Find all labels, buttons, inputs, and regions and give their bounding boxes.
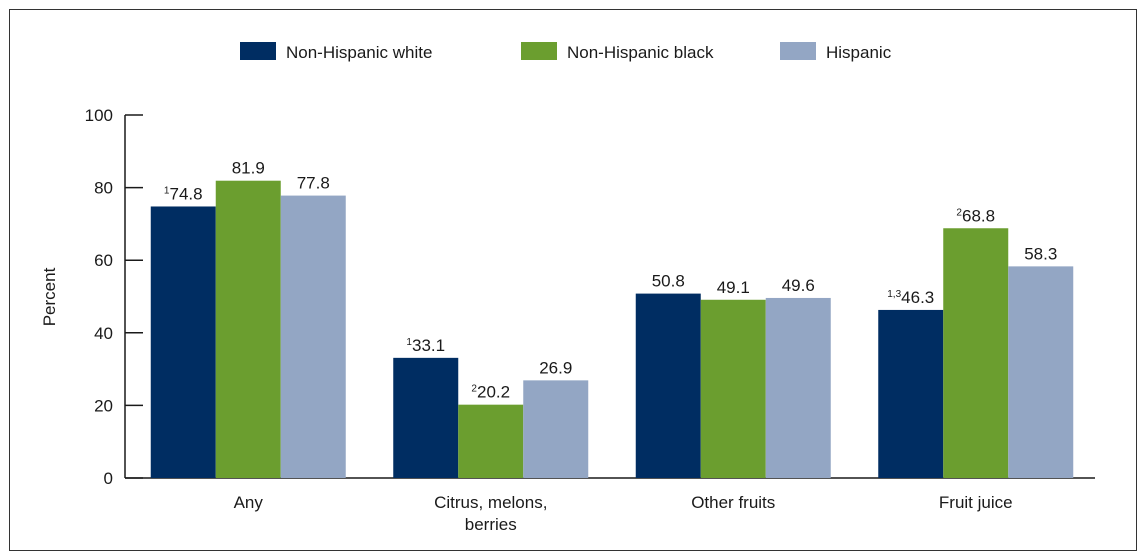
data-label: 49.6 [782, 276, 815, 295]
category-label: Fruit juice [939, 493, 1013, 512]
data-label-value: 81.9 [232, 159, 265, 178]
data-label: 220.2 [471, 383, 510, 402]
data-labels: 174.8133.150.81,346.381.9220.249.1268.87… [164, 159, 1057, 402]
bar [878, 309, 944, 478]
data-label: 174.8 [164, 184, 203, 203]
data-label: 1,346.3 [887, 288, 934, 307]
legend-label: Hispanic [826, 43, 892, 62]
bar [943, 228, 1009, 478]
bar [765, 297, 831, 478]
y-tick-label: 20 [94, 396, 113, 415]
y-tick-label: 80 [94, 179, 113, 198]
legend-swatch [240, 42, 276, 60]
bar [700, 299, 766, 478]
bar [523, 380, 589, 478]
data-label-superscript: 1,3 [887, 289, 901, 300]
bar [635, 293, 701, 478]
data-label-value: 20.2 [477, 383, 510, 402]
category-label: Any [234, 493, 264, 512]
data-label-value: 58.3 [1024, 244, 1057, 263]
bar [393, 357, 459, 478]
data-label-value: 46.3 [901, 288, 934, 307]
data-label-value: 74.8 [169, 184, 202, 203]
data-label: 50.8 [652, 272, 685, 291]
data-label-value: 77.8 [297, 174, 330, 193]
data-label-value: 49.6 [782, 276, 815, 295]
y-tick-label: 100 [85, 106, 113, 125]
y-axis-title: Percent [40, 267, 59, 326]
legend: Non-Hispanic white Non-Hispanic black Hisp… [240, 42, 892, 62]
category-label: Citrus, melons, [434, 493, 547, 512]
bar [150, 206, 216, 478]
category-labels: Any Citrus, melons, berries Other fruits Fru… [234, 493, 1013, 534]
data-label-superscript: 2 [471, 384, 477, 395]
data-label-superscript: 1 [406, 337, 412, 348]
data-label-superscript: 1 [164, 185, 170, 196]
data-label-value: 26.9 [539, 358, 572, 377]
data-label: 77.8 [297, 174, 330, 193]
bar [1008, 266, 1074, 478]
data-label-value: 49.1 [717, 278, 750, 297]
data-label: 133.1 [406, 336, 445, 355]
data-label-value: 68.8 [962, 206, 995, 225]
bars [150, 180, 1074, 478]
data-label: 26.9 [539, 358, 572, 377]
data-label: 81.9 [232, 159, 265, 178]
legend-label: Non-Hispanic black [567, 43, 714, 62]
legend-swatch [521, 42, 557, 60]
category-label: berries [465, 515, 517, 534]
data-label: 268.8 [956, 206, 995, 225]
legend-label: Non-Hispanic white [286, 43, 432, 62]
bar [215, 180, 281, 478]
data-label-value: 33.1 [412, 336, 445, 355]
data-label: 49.1 [717, 278, 750, 297]
y-tick-label: 0 [104, 469, 113, 488]
data-label-superscript: 2 [956, 207, 962, 218]
bar [280, 195, 346, 478]
data-label-value: 50.8 [652, 272, 685, 291]
category-label: Other fruits [691, 493, 775, 512]
y-tick-label: 40 [94, 324, 113, 343]
legend-swatch [780, 42, 816, 60]
y-ticks: 0 20 40 60 80 100 [85, 106, 143, 488]
y-tick-label: 60 [94, 251, 113, 270]
data-label: 58.3 [1024, 244, 1057, 263]
bar [458, 404, 524, 478]
